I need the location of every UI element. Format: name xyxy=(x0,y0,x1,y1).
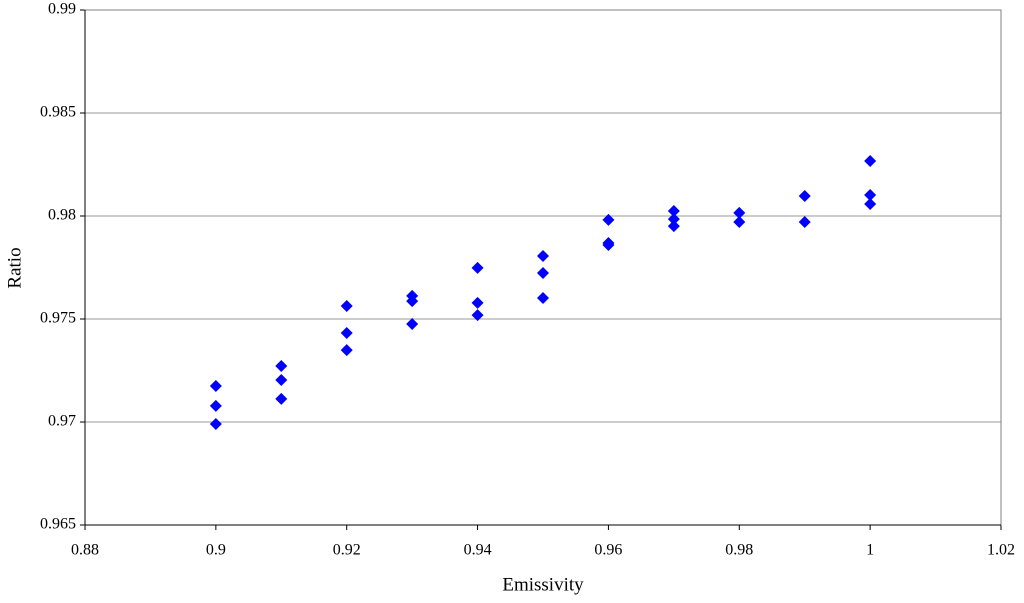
point xyxy=(864,154,877,167)
point xyxy=(798,190,811,203)
x-tick-label: 0.96 xyxy=(594,542,622,559)
y-tick-label: 0.98 xyxy=(48,207,76,224)
x-tick-label: 0.9 xyxy=(206,542,226,559)
x-axis-label: Emissivity xyxy=(502,574,584,595)
point xyxy=(471,261,484,274)
x-tick-label: 0.92 xyxy=(333,542,361,559)
point xyxy=(340,344,353,357)
y-tick-label: 0.99 xyxy=(48,1,76,18)
point xyxy=(602,239,615,252)
point xyxy=(340,327,353,340)
point xyxy=(537,267,549,280)
point xyxy=(537,291,549,304)
point xyxy=(275,359,288,372)
y-tick-label: 0.97 xyxy=(48,413,76,430)
point xyxy=(209,418,222,431)
x-tick-label: 0.94 xyxy=(464,542,492,559)
point xyxy=(471,309,484,322)
x-tick-label: 1 xyxy=(866,542,874,559)
point xyxy=(667,213,680,226)
point xyxy=(864,198,877,211)
x-tick-label: 1.02 xyxy=(987,542,1015,559)
y-tick-label: 0.985 xyxy=(40,104,76,121)
point xyxy=(209,379,222,392)
x-tick-label: 0.98 xyxy=(725,542,753,559)
point xyxy=(209,399,222,412)
y-axis-label: Ratio xyxy=(4,247,25,288)
point xyxy=(733,215,746,228)
point xyxy=(275,373,288,386)
point xyxy=(537,249,549,262)
point xyxy=(471,296,484,309)
y-tick-label: 0.965 xyxy=(40,516,76,533)
point xyxy=(602,213,615,226)
point xyxy=(864,188,877,201)
point xyxy=(667,205,680,218)
point xyxy=(798,215,811,228)
point xyxy=(406,317,419,330)
y-tick-label: 0.975 xyxy=(40,310,76,327)
point xyxy=(733,206,746,219)
point xyxy=(667,220,680,233)
x-tick-label: 0.88 xyxy=(71,542,99,559)
point xyxy=(340,300,353,313)
point xyxy=(406,295,419,308)
point xyxy=(275,392,288,405)
